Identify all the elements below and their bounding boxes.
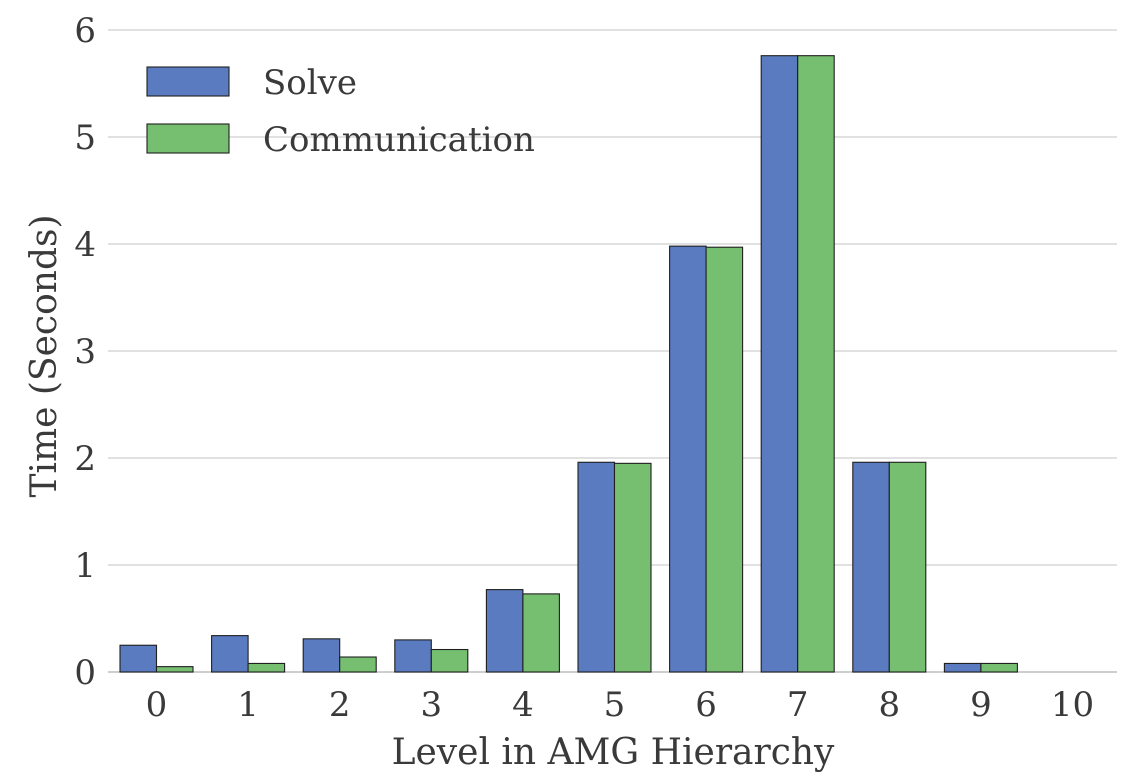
bar-communication-level-9 — [980, 662, 1018, 673]
bars — [119, 55, 1018, 673]
y-tick-labels: 0 1 2 3 4 5 6 — [74, 11, 96, 693]
bar-solve-level-1 — [211, 635, 249, 673]
bar-communication-level-3 — [430, 648, 469, 673]
legend-swatch-communication — [146, 123, 230, 154]
legend: Solve Communication — [146, 63, 535, 160]
bar-solve-level-9 — [943, 662, 982, 673]
y-tick-label-5: 5 — [74, 118, 96, 158]
x-tick-label-0: 0 — [146, 685, 168, 725]
bar-solve-level-3 — [394, 639, 432, 673]
x-tick-label-7: 7 — [787, 685, 809, 725]
bar-solve-level-8 — [852, 461, 890, 673]
y-tick-label-6: 6 — [74, 11, 96, 51]
x-tick-label-8: 8 — [878, 685, 900, 725]
x-tick-label-1: 1 — [237, 685, 259, 725]
y-tick-label-4: 4 — [74, 225, 96, 265]
x-tick-label-2: 2 — [329, 685, 351, 725]
bar-solve-level-5 — [577, 461, 616, 673]
legend-label-communication: Communication — [263, 120, 535, 160]
bar-communication-level-4 — [522, 593, 560, 673]
bar-communication-level-6 — [705, 246, 744, 673]
x-tick-label-6: 6 — [695, 685, 717, 725]
y-tick-label-0: 0 — [74, 653, 96, 693]
x-tick-label-10: 10 — [1051, 685, 1094, 725]
bar-solve-level-7 — [760, 55, 799, 673]
y-tick-label-3: 3 — [74, 332, 96, 372]
bar-communication-level-2 — [339, 656, 377, 673]
bar-communication-level-8 — [888, 461, 927, 673]
bar-communication-level-1 — [247, 662, 286, 673]
y-tick-label-1: 1 — [74, 546, 96, 586]
x-tick-label-4: 4 — [512, 685, 534, 725]
bar-solve-level-2 — [302, 638, 341, 673]
bar-solve-level-4 — [485, 589, 524, 673]
grid-lines — [108, 29, 1117, 673]
x-tick-labels: 0 1 2 3 4 5 6 7 8 9 10 — [146, 685, 1094, 725]
bar-communication-level-5 — [613, 462, 652, 673]
bar-communication-level-7 — [797, 55, 835, 673]
x-tick-label-9: 9 — [970, 685, 992, 725]
legend-swatch-solve — [146, 66, 230, 97]
legend-label-solve: Solve — [263, 63, 357, 103]
x-axis-label: Level in AMG Hierarchy — [392, 732, 835, 773]
x-tick-label-5: 5 — [604, 685, 626, 725]
bar-communication-level-0 — [155, 666, 194, 673]
y-tick-label-2: 2 — [74, 439, 96, 479]
bar-solve-level-6 — [669, 245, 707, 673]
x-tick-label-3: 3 — [420, 685, 442, 725]
bar-solve-level-0 — [119, 644, 158, 673]
y-axis-label: Time (Seconds) — [24, 214, 65, 497]
